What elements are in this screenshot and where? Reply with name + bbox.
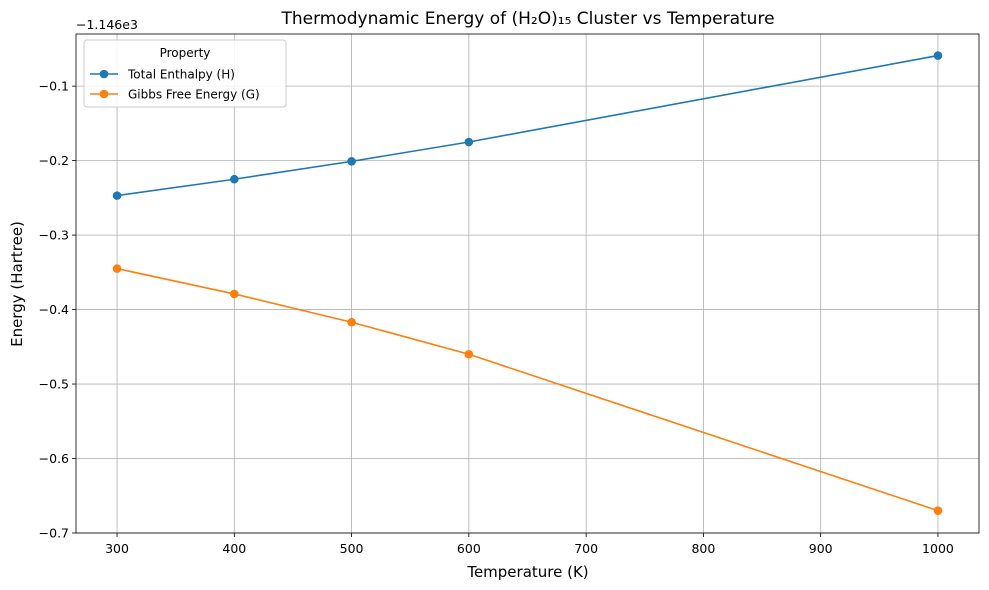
x-tick-label: 400 bbox=[222, 541, 246, 556]
x-tick-label: 800 bbox=[691, 541, 715, 556]
y-axis-label: Energy (Hartree) bbox=[8, 221, 26, 347]
x-tick-label: 700 bbox=[574, 541, 598, 556]
data-point bbox=[230, 174, 239, 184]
legend-title: Property bbox=[160, 46, 211, 60]
data-point bbox=[112, 191, 122, 200]
y-tick-label: −0.3 bbox=[39, 228, 69, 243]
data-point bbox=[347, 157, 356, 166]
y-tick-label: −0.2 bbox=[39, 153, 69, 168]
legend-entry-0: Total Enthalpy (H) bbox=[127, 68, 235, 82]
chart-title: Thermodynamic Energy of (H₂O)₁₅ Cluster … bbox=[280, 9, 774, 29]
axis-ticks: 300 400 500 600 700 800 900 1000 −0.7 −0.6 −0.5 −0.… bbox=[39, 79, 954, 556]
data-point bbox=[347, 317, 356, 327]
y-tick-label: −0.1 bbox=[39, 79, 69, 94]
y-tick-label: −0.4 bbox=[39, 302, 69, 317]
data-point bbox=[112, 264, 122, 273]
plot-frame bbox=[75, 33, 980, 534]
data-point bbox=[230, 289, 239, 299]
y-offset-label: −1.146e3 bbox=[76, 17, 138, 32]
y-tick-label: −0.6 bbox=[39, 451, 69, 466]
legend-box bbox=[83, 39, 287, 108]
x-tick-label: 300 bbox=[105, 541, 129, 556]
data-point bbox=[933, 506, 943, 515]
data-point bbox=[464, 137, 474, 147]
x-tick-label: 1000 bbox=[922, 541, 954, 556]
x-axis-label: Temperature (K) bbox=[466, 563, 588, 581]
legend: Property Total Enthalpy (H) Gibbs Free Ene… bbox=[83, 39, 287, 108]
legend-entry-1: Gibbs Free Energy (G) bbox=[128, 88, 260, 102]
y-tick-label: −0.7 bbox=[39, 526, 69, 541]
x-tick-label: 900 bbox=[809, 541, 833, 556]
series-line-1 bbox=[116, 267, 939, 512]
x-tick-label: 500 bbox=[340, 541, 364, 556]
legend-marker-0 bbox=[99, 69, 109, 79]
series-group bbox=[112, 51, 943, 515]
x-tick-label: 600 bbox=[457, 541, 481, 556]
data-point bbox=[464, 349, 474, 359]
grid bbox=[76, 34, 979, 534]
data-point bbox=[933, 51, 943, 60]
legend-marker-1 bbox=[99, 89, 109, 99]
y-tick-label: −0.5 bbox=[39, 377, 69, 392]
